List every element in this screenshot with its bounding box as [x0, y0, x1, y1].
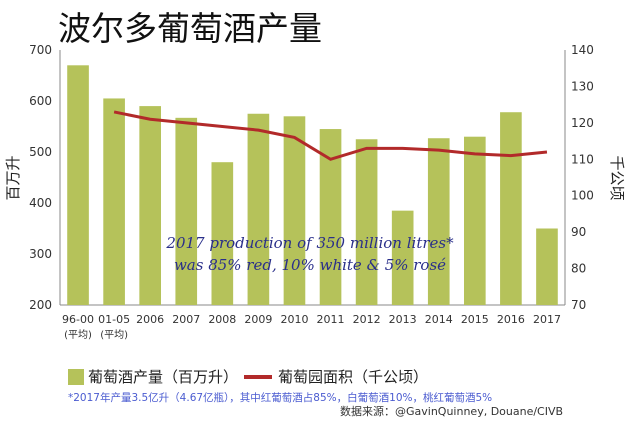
bar	[103, 98, 125, 305]
y2-tick-label: 110	[571, 152, 594, 166]
y-tick-label: 500	[29, 145, 52, 159]
x-tick-label: 2016	[497, 313, 525, 326]
x-tick-label: (平均)	[100, 329, 128, 341]
x-tick-label: 2007	[172, 313, 200, 326]
y2-axis-label: 千公顷	[608, 155, 626, 200]
legend-line-swatch	[244, 374, 273, 379]
x-tick-label: 2009	[244, 313, 272, 326]
bar	[139, 106, 161, 305]
bar	[500, 112, 522, 305]
bar	[391, 210, 414, 305]
x-tick-label: 2011	[317, 313, 345, 326]
y-tick-label: 200	[29, 298, 52, 312]
bar	[536, 228, 558, 305]
bar	[211, 162, 234, 305]
annotation-line: was 85% red, 10% white & 5% rosé	[173, 256, 447, 274]
x-tick-label: 2008	[208, 313, 236, 326]
bar	[67, 65, 89, 305]
y2-tick-label: 70	[571, 298, 586, 312]
y2-tick-label: 100	[571, 189, 594, 203]
x-tick-label: 2012	[353, 313, 381, 326]
x-tick-label: 2006	[136, 313, 164, 326]
y2-tick-label: 120	[571, 116, 594, 130]
y-tick-label: 700	[29, 43, 52, 57]
annotation-line: 2017 production of 350 million litres*	[166, 234, 454, 252]
x-tick-label: 2017	[533, 313, 561, 326]
y2-tick-label: 90	[571, 225, 586, 239]
chart-title: 波尔多葡萄酒产量	[58, 9, 322, 48]
annotation: 2017 production of 350 million litres* w…	[130, 232, 490, 276]
legend-bar-label: 葡萄酒产量（百万升）	[88, 368, 239, 386]
y-tick-label: 400	[29, 196, 52, 210]
x-tick-label: 2014	[425, 313, 453, 326]
y-axis-label: 百万升	[4, 155, 22, 200]
footnote: *2017年产量3.5亿升（4.67亿瓶），其中红葡萄酒占85%，白葡萄酒10%…	[68, 392, 493, 404]
bar	[427, 138, 450, 305]
y2-tick-label: 80	[571, 262, 586, 276]
x-tick-label: (平均)	[64, 329, 92, 341]
y2-tick-label: 130	[571, 79, 594, 93]
x-tick-label: 96-00	[62, 313, 94, 326]
x-tick-label: 01-05	[98, 313, 130, 326]
bar	[247, 113, 270, 305]
bar	[175, 117, 198, 305]
x-tick-label: 2015	[461, 313, 489, 326]
legend-bar-swatch	[68, 368, 84, 385]
bar	[355, 139, 378, 305]
y-tick-label: 600	[29, 94, 52, 108]
legend: 葡萄酒产量（百万升） 葡萄园面积（千公顷）	[68, 366, 428, 387]
x-tick-label: 2010	[280, 313, 308, 326]
bar	[319, 129, 342, 305]
y2-tick-label: 140	[571, 43, 594, 57]
y-tick-label: 300	[29, 247, 52, 261]
x-tick-label: 2013	[389, 313, 417, 326]
source: 数据来源：@GavinQuinney, Douane/CIVB	[340, 405, 564, 418]
bar	[283, 116, 306, 305]
bar	[464, 136, 486, 305]
legend-line-label: 葡萄园面积（千公顷）	[278, 368, 429, 386]
